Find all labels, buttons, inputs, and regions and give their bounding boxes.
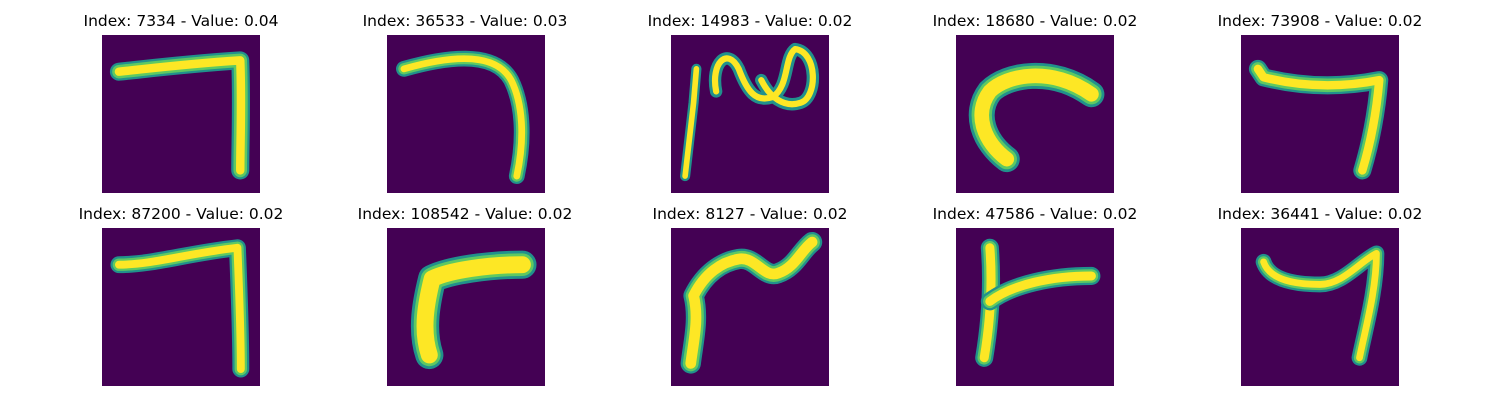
digit-stroke-image: [396, 50, 530, 184]
panel-title: Index: 18680 - Value: 0.02: [932, 12, 1138, 30]
panel-title: Index: 7334 - Value: 0.04: [83, 12, 279, 30]
digit-image: [387, 35, 545, 193]
digit-image: [671, 228, 829, 386]
digit-image: [1241, 228, 1399, 386]
digit-stroke-image: [1248, 59, 1389, 180]
digit-stroke-image: [680, 42, 819, 182]
panel-title: Index: 47586 - Value: 0.02: [932, 205, 1138, 223]
digit-image: [1241, 35, 1399, 193]
digit-stroke-image: [110, 239, 250, 378]
digit-image: [102, 35, 260, 193]
digit-stroke-image: [109, 51, 251, 180]
digit-image: [102, 228, 260, 386]
digit-image: [671, 35, 829, 193]
panel-title: Index: 14983 - Value: 0.02: [647, 12, 853, 30]
panel-title: Index: 8127 - Value: 0.02: [652, 205, 848, 223]
digit-stroke-image: [975, 238, 1101, 367]
panel-title: Index: 36441 - Value: 0.02: [1217, 205, 1423, 223]
digit-stroke-image: [1255, 245, 1385, 366]
digit-stroke-image: [410, 250, 537, 370]
digit-stroke-image: [680, 231, 823, 374]
panel-title: Index: 108542 - Value: 0.02: [357, 205, 573, 223]
digit-image: [956, 35, 1114, 193]
panel-title: Index: 73908 - Value: 0.02: [1217, 12, 1423, 30]
panel-title: Index: 36533 - Value: 0.03: [362, 12, 568, 30]
panel-title: Index: 87200 - Value: 0.02: [78, 205, 284, 223]
digit-stroke-image: [968, 62, 1105, 173]
digit-image: [956, 228, 1114, 386]
digit-image: [387, 228, 545, 386]
